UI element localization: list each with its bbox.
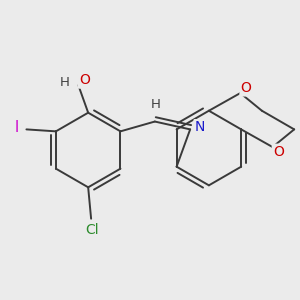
Text: N: N — [195, 120, 205, 134]
Text: Cl: Cl — [85, 224, 99, 238]
Text: I: I — [14, 120, 19, 135]
Text: O: O — [241, 81, 252, 95]
Text: H: H — [60, 76, 70, 89]
Text: O: O — [79, 73, 90, 87]
Text: H: H — [151, 98, 161, 111]
Text: O: O — [273, 145, 284, 159]
